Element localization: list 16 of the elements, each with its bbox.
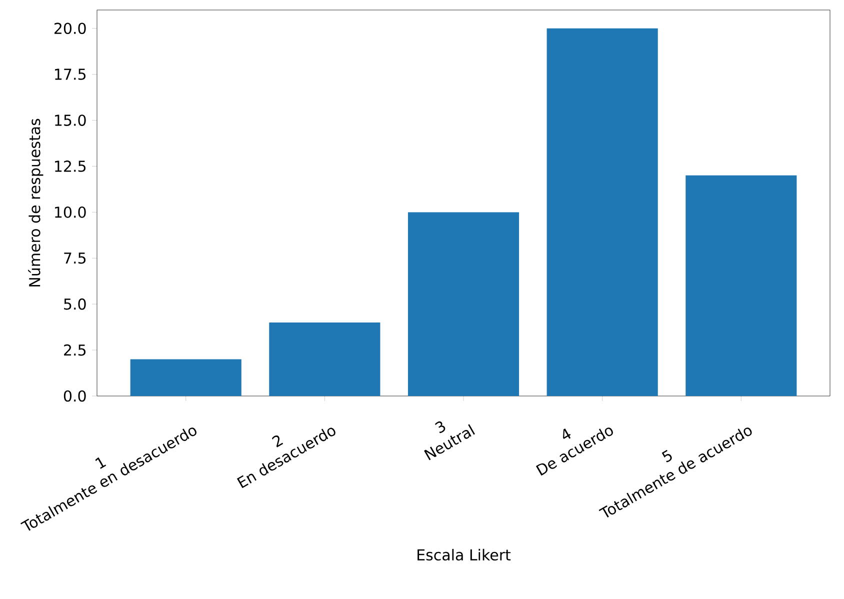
y-tick-label: 12.5 [55, 160, 86, 172]
bar [130, 359, 242, 396]
y-tick-label: 15.0 [55, 114, 86, 126]
y-tick-label: 5.0 [64, 298, 86, 310]
bar [686, 175, 797, 396]
x-axis-title: Escala Likert [418, 548, 511, 561]
bar [269, 322, 380, 396]
bar [408, 212, 520, 396]
y-tick-label: 7.5 [64, 252, 86, 264]
y-tick-label: 0.0 [64, 390, 86, 402]
y-tick-label: 10.0 [55, 206, 86, 218]
y-tick-label: 2.5 [64, 344, 86, 356]
y-tick-label: 20.0 [54, 22, 86, 34]
y-axis-title: Número de respuestas [28, 118, 44, 286]
bar [546, 28, 658, 396]
y-tick-label: 17.5 [55, 68, 86, 80]
